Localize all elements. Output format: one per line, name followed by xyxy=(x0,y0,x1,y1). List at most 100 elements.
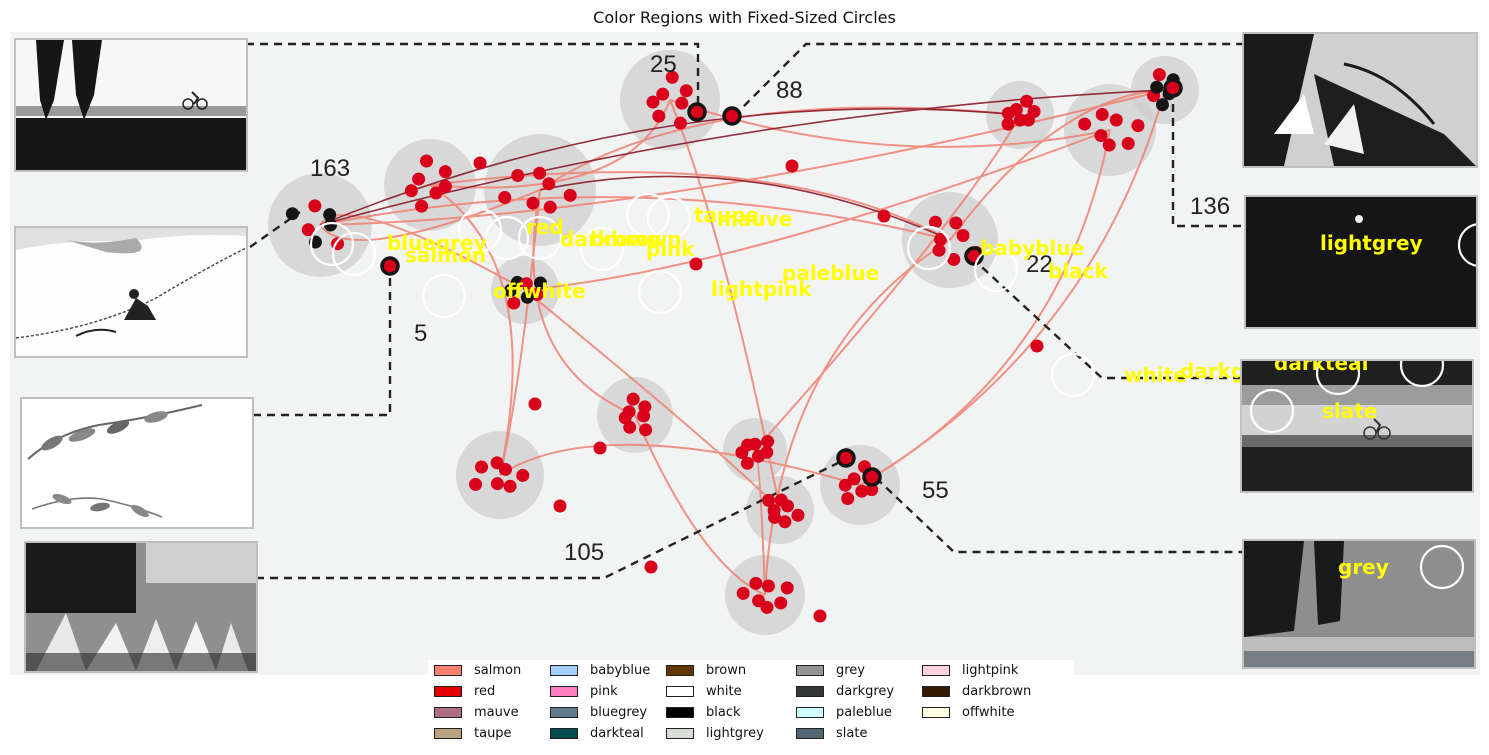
cluster-dot xyxy=(639,423,653,437)
cluster-dot xyxy=(490,477,504,491)
trail-marker xyxy=(473,156,487,170)
legend-label: babyblue xyxy=(590,663,651,678)
thumbnail-crowd xyxy=(24,541,258,673)
cluster-dot xyxy=(934,232,948,246)
legend-swatch xyxy=(922,707,950,718)
label-lightgrey: lightgrey xyxy=(1320,231,1423,255)
highlight-marker xyxy=(862,467,882,487)
thumbnail-sledder-art xyxy=(16,228,246,356)
cluster-dot xyxy=(741,438,755,452)
highlight-marker xyxy=(687,102,707,122)
cluster-dot xyxy=(646,95,660,109)
legend-item-black: black xyxy=(666,702,796,723)
region-label-bluegrey: bluegrey xyxy=(387,231,487,255)
legend-label: darkteal xyxy=(590,726,644,741)
thumbnail-umbrella-art xyxy=(1244,34,1476,166)
trail-path xyxy=(524,289,781,511)
legend-label: paleblue xyxy=(836,705,892,720)
trail-path xyxy=(499,443,861,486)
trail-path xyxy=(859,129,1111,486)
legend-label: brown xyxy=(706,663,747,678)
thumbnail-road: darkteal slate xyxy=(1240,359,1474,493)
cluster-dot xyxy=(1078,117,1092,131)
trail-marker xyxy=(877,209,891,223)
number-label: 163 xyxy=(310,155,350,182)
trail-path xyxy=(524,129,1111,291)
cluster-dot xyxy=(932,243,946,257)
trail-marker xyxy=(785,159,799,173)
legend-item-salmon: salmon xyxy=(434,660,550,681)
label-darkteal: darkteal xyxy=(1274,359,1369,375)
trail-marker xyxy=(689,257,703,271)
cluster-dot xyxy=(762,493,776,507)
region-label-lightpink: lightpink xyxy=(711,277,812,301)
cluster-dot xyxy=(865,483,879,497)
cluster-dot xyxy=(301,223,315,237)
legend-swatch xyxy=(796,686,824,697)
cluster-dot xyxy=(1102,138,1116,152)
cluster-dot xyxy=(791,508,805,522)
highlight-marker xyxy=(380,256,400,276)
legend-item-darkbrown: darkbrown xyxy=(922,681,1052,702)
thumbnail-spectators: grey xyxy=(1242,539,1476,669)
leader-line xyxy=(254,264,392,417)
legend-label: taupe xyxy=(474,726,512,741)
cluster-dot xyxy=(675,96,689,110)
trail-marker xyxy=(528,397,542,411)
cluster-dot xyxy=(847,472,861,486)
region-circle xyxy=(625,192,671,238)
cluster-dot xyxy=(1152,68,1166,82)
legend-label: lightgrey xyxy=(706,726,764,741)
leader-line xyxy=(1171,90,1242,228)
region-circle xyxy=(906,225,952,271)
plot-area: 163 25 88 136 5 22 105 55 bluegrey salmon red dark… xyxy=(10,32,1480,675)
number-label: 55 xyxy=(922,477,949,504)
trail-path xyxy=(764,239,951,596)
trail-marker xyxy=(553,499,567,513)
cluster-dot xyxy=(780,581,794,595)
cluster-dot xyxy=(774,596,788,610)
region-circle xyxy=(457,207,503,253)
cluster-dot xyxy=(761,435,775,449)
legend-item-darkteal: darkteal xyxy=(550,723,666,744)
cluster-dot xyxy=(520,290,534,304)
trail-path xyxy=(634,414,766,596)
cluster-dot xyxy=(679,84,693,98)
legend-item-lightgrey: lightgrey xyxy=(666,723,796,744)
region-label-white: white xyxy=(1124,363,1187,387)
cluster-dot xyxy=(673,116,687,130)
cluster-dot xyxy=(665,70,679,84)
cluster-dot xyxy=(519,277,533,291)
trail-marker xyxy=(644,560,658,574)
legend-swatch xyxy=(434,665,462,676)
cluster-dot xyxy=(563,188,577,202)
legend-label: grey xyxy=(836,663,866,678)
label-slate: slate xyxy=(1322,399,1378,423)
cluster-dot xyxy=(1020,94,1034,108)
region-label-mauve: mauve xyxy=(717,207,792,231)
thumbnail-umbrella xyxy=(1242,32,1478,168)
region-circle xyxy=(973,247,1019,293)
legend-item-brown: brown xyxy=(666,660,796,681)
cluster-dot xyxy=(752,594,766,608)
cluster-dot xyxy=(1155,98,1169,112)
cluster-dot xyxy=(420,154,434,168)
cluster-dot xyxy=(956,229,970,243)
legend-swatch xyxy=(550,665,578,676)
trail-marker xyxy=(593,441,607,455)
cluster-dot xyxy=(652,109,666,123)
thumbnail-crowd-art xyxy=(26,543,256,671)
figure-title: Color Regions with Fixed-Sized Circles xyxy=(593,8,896,27)
region-label-brown: brown xyxy=(590,227,661,251)
highlight-marker xyxy=(1163,78,1183,98)
number-label: 88 xyxy=(776,77,803,104)
legend-swatch xyxy=(796,665,824,676)
legend-item-slate: slate xyxy=(796,723,922,744)
cluster-dot xyxy=(285,207,299,221)
region-circle xyxy=(646,195,692,241)
cluster-dot xyxy=(618,411,632,425)
legend-label: lightpink xyxy=(962,663,1019,678)
cluster-dot xyxy=(1150,80,1164,94)
legend-item-offwhite: offwhite xyxy=(922,702,1052,723)
cluster-dot xyxy=(511,168,525,182)
